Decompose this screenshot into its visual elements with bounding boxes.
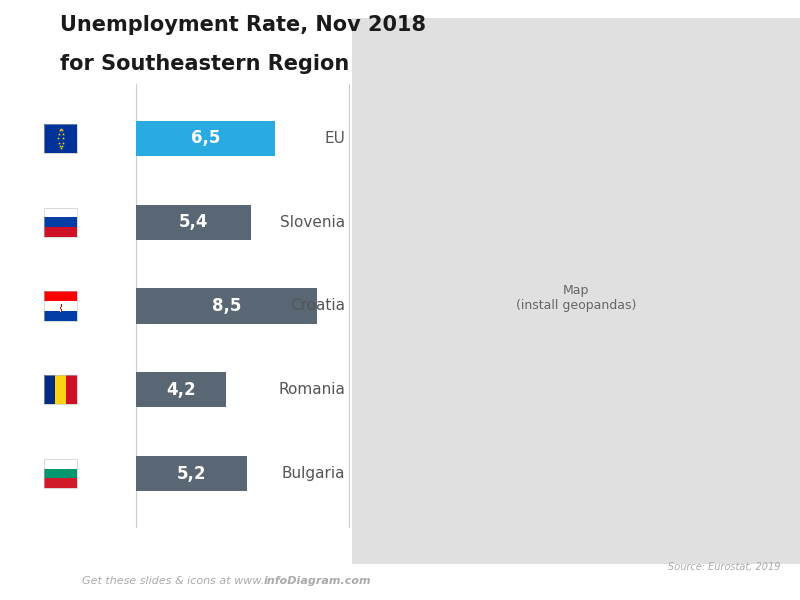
Text: Bulgaria: Bulgaria <box>282 466 345 481</box>
Bar <box>44 375 78 404</box>
Bar <box>44 469 78 478</box>
Bar <box>44 208 78 237</box>
Bar <box>136 456 247 491</box>
Bar <box>44 459 78 488</box>
Bar <box>136 205 251 240</box>
Text: Slovenia: Slovenia <box>280 215 345 230</box>
Text: infoDiagram.com: infoDiagram.com <box>264 576 372 586</box>
Text: Croatia: Croatia <box>290 298 345 313</box>
Bar <box>136 372 226 407</box>
Bar <box>44 292 78 301</box>
Bar <box>66 375 78 404</box>
Text: 5,4: 5,4 <box>179 213 208 231</box>
Text: Map
(install geopandas): Map (install geopandas) <box>516 284 636 312</box>
Text: Source: Eurostat, 2019: Source: Eurostat, 2019 <box>667 562 780 572</box>
Text: 5,2: 5,2 <box>177 464 206 482</box>
Text: Romania: Romania <box>278 382 345 397</box>
Bar <box>136 289 318 323</box>
Text: Unemployment Rate, Nov 2018: Unemployment Rate, Nov 2018 <box>60 15 426 35</box>
Bar <box>55 375 66 404</box>
Bar <box>44 301 78 311</box>
Bar <box>44 124 78 153</box>
Text: 6,5: 6,5 <box>190 130 220 148</box>
Bar <box>44 208 78 217</box>
Bar <box>136 121 274 156</box>
Bar <box>44 311 78 320</box>
Text: 8,5: 8,5 <box>212 297 242 315</box>
Bar <box>44 375 55 404</box>
Bar <box>44 478 78 488</box>
Text: EU: EU <box>324 131 345 146</box>
Bar <box>44 227 78 237</box>
Bar <box>44 292 78 320</box>
Bar <box>44 459 78 469</box>
Text: for Southeastern Region: for Southeastern Region <box>60 54 350 74</box>
Text: 4,2: 4,2 <box>166 381 196 399</box>
Bar <box>44 124 78 153</box>
Text: Get these slides & icons at www.: Get these slides & icons at www. <box>82 576 264 586</box>
Bar <box>44 217 78 227</box>
